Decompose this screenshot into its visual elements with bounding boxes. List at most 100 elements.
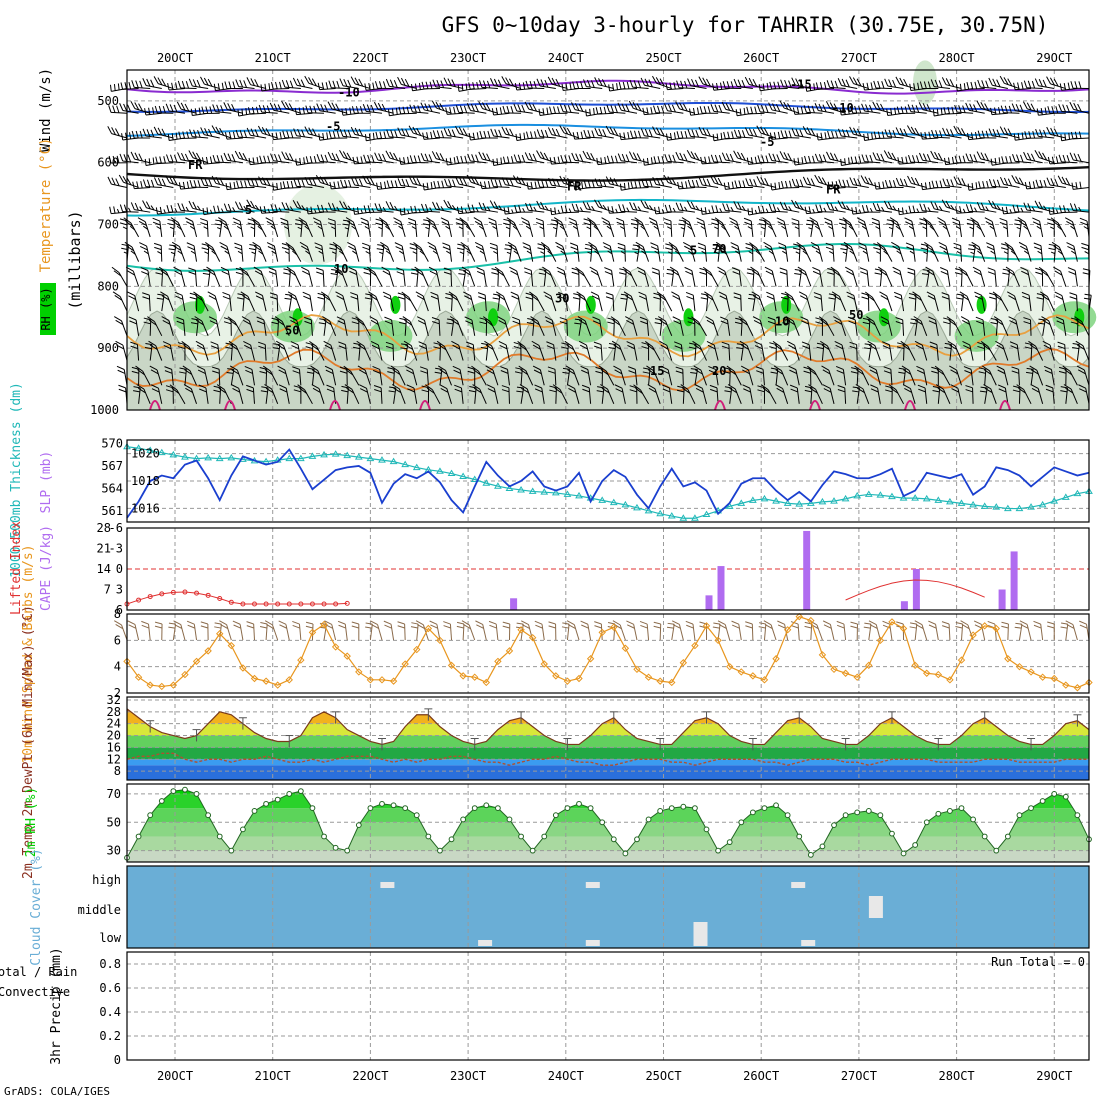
wind-barb-flag (615, 388, 624, 393)
wind-barb-flag (804, 625, 812, 629)
wind-barb-flag (123, 204, 128, 212)
wind-barb-flag (1059, 205, 1062, 213)
wind-barb (919, 296, 928, 312)
wind-barb-flag (1061, 176, 1067, 185)
wind-barb (215, 320, 221, 336)
wind-barb-flag (715, 205, 719, 213)
wind-barb-flag (1021, 291, 1030, 296)
wind-barb-flag (418, 341, 427, 346)
wind-barb-flag (699, 267, 707, 271)
wind-barb-flag (647, 369, 656, 375)
wind-barb-flag (800, 316, 808, 321)
wind-barb-flag (522, 624, 530, 629)
wind-barb-flag (382, 81, 387, 89)
wind-barb-flag (504, 248, 512, 251)
wind-barb (271, 388, 279, 405)
li-point (263, 601, 269, 607)
wind-barb-flag (188, 267, 196, 271)
wind-barb-flag (752, 316, 761, 321)
wind-barb-flag (509, 128, 514, 137)
wind-barb-flag (942, 225, 948, 230)
rh-point (437, 847, 443, 854)
wind-barb (871, 296, 881, 312)
wind-barb-flag (745, 247, 753, 251)
wind-barb-flag (722, 81, 726, 89)
wind-barb (330, 345, 337, 361)
wind-barb-flag (246, 625, 255, 629)
wind-barb-flag (421, 81, 425, 89)
wind-barb-flag (342, 151, 348, 160)
wind-barb-flag (916, 369, 925, 374)
wind-barb-flag (962, 105, 966, 113)
wind-barb-flag (929, 345, 938, 350)
wind-barb-flag (772, 204, 777, 212)
wind-barb (1007, 270, 1011, 287)
wind-barb-flag (290, 320, 298, 325)
wind-barb-flag (566, 344, 575, 351)
wind-barb-flag (930, 150, 935, 159)
wind-barb (796, 387, 800, 404)
wind-barb-flag (164, 366, 172, 370)
wind-barb-flag (352, 346, 360, 350)
wind-barb-flag (704, 207, 707, 214)
wind-barb (578, 319, 583, 336)
wind-barb-flag (250, 78, 255, 86)
wind-barb-flag (594, 621, 602, 625)
wind-barb (745, 321, 754, 337)
wind-barb-flag (490, 179, 494, 187)
wind-barb (884, 271, 893, 287)
wind-barb-flag (653, 621, 661, 625)
wind-barb-flag (559, 317, 568, 321)
wind-speed-point (610, 623, 618, 631)
wind-barb-flag (1069, 292, 1077, 296)
wind-barb-flag (653, 105, 657, 113)
wind-barb-flag (614, 384, 623, 389)
wind-barb-flag (465, 341, 474, 346)
wind-barb-flag (698, 76, 704, 85)
wind-barb-flag (636, 220, 644, 227)
thickness-point (946, 497, 954, 505)
wind-barb-flag (452, 344, 461, 350)
wind-barb-flag (313, 105, 317, 114)
wind-barb (725, 295, 731, 312)
wind-barb-flag (119, 204, 124, 212)
wind-barb-flag (297, 179, 301, 187)
wind-barb (159, 220, 163, 237)
wind-barb-flag (571, 102, 576, 110)
wind-barb-flag (349, 270, 357, 276)
wind-barb-flag (992, 179, 997, 187)
wind-barb-flag (837, 200, 843, 209)
wind-barb-flag (820, 340, 828, 347)
thickness-point (633, 503, 641, 511)
wind-barb (516, 110, 533, 114)
wind-barb-flag (712, 247, 720, 251)
wind-barb-flag (461, 220, 470, 227)
wind-barb-flag (385, 225, 391, 231)
wind-barb-flag (573, 293, 581, 296)
wind-barb-flag (976, 100, 982, 109)
wind-barb-flag (600, 157, 603, 165)
li-point (240, 601, 246, 607)
wind-barb-flag (649, 179, 653, 188)
wind-barb-flag (479, 130, 483, 139)
temp-band (127, 711, 1089, 724)
wind-barb-flag (277, 365, 286, 371)
wind-barb-flag (833, 295, 842, 301)
wind-barb-flag (737, 79, 742, 88)
wind-barb-flag (917, 384, 926, 389)
wind-barb (323, 624, 328, 641)
wind-barb-flag (433, 180, 437, 189)
cloud-amount (585, 882, 600, 888)
wind-barb-flag (243, 319, 251, 325)
wind-barb-flag (737, 151, 742, 160)
wind-barb-flag (346, 387, 355, 394)
wind-barb-flag (888, 226, 893, 230)
wind-barb-flag (536, 200, 541, 209)
wind-barb-flag (969, 153, 974, 162)
wind-barb-flag (733, 201, 738, 209)
wind-barb-flag (175, 82, 178, 90)
wind-barb-flag (285, 293, 292, 296)
wind-barb (949, 344, 953, 361)
wind-barb-flag (617, 242, 625, 247)
wind-barb-flag (516, 622, 524, 625)
